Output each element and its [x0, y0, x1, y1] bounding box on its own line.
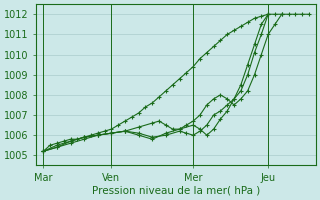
- X-axis label: Pression niveau de la mer( hPa ): Pression niveau de la mer( hPa ): [92, 186, 260, 196]
